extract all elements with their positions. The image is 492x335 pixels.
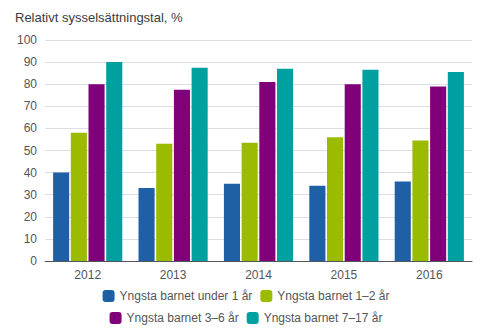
svg-text:20: 20 xyxy=(24,210,38,224)
svg-text:Yngsta barnet under 1 år: Yngsta barnet under 1 år xyxy=(120,289,253,303)
svg-text:2016: 2016 xyxy=(416,268,443,282)
svg-text:60: 60 xyxy=(24,121,38,135)
svg-text:Yngsta barnet 3–6 år: Yngsta barnet 3–6 år xyxy=(127,311,239,325)
svg-text:2012: 2012 xyxy=(74,268,101,282)
svg-text:2015: 2015 xyxy=(331,268,358,282)
svg-text:Yngsta barnet 1–2 år: Yngsta barnet 1–2 år xyxy=(277,289,389,303)
svg-text:90: 90 xyxy=(24,55,38,69)
svg-text:Yngsta barnet 7–17 år: Yngsta barnet 7–17 år xyxy=(264,311,383,325)
svg-text:2014: 2014 xyxy=(245,268,272,282)
svg-text:Relativt sysselsättningstal, %: Relativt sysselsättningstal, % xyxy=(15,10,183,25)
svg-text:10: 10 xyxy=(24,232,38,246)
svg-text:30: 30 xyxy=(24,188,38,202)
svg-text:70: 70 xyxy=(24,99,38,113)
svg-text:0: 0 xyxy=(30,254,37,268)
svg-text:50: 50 xyxy=(24,144,38,158)
svg-text:80: 80 xyxy=(24,77,38,91)
svg-text:100: 100 xyxy=(17,33,37,47)
svg-text:40: 40 xyxy=(24,166,38,180)
svg-text:2013: 2013 xyxy=(160,268,187,282)
